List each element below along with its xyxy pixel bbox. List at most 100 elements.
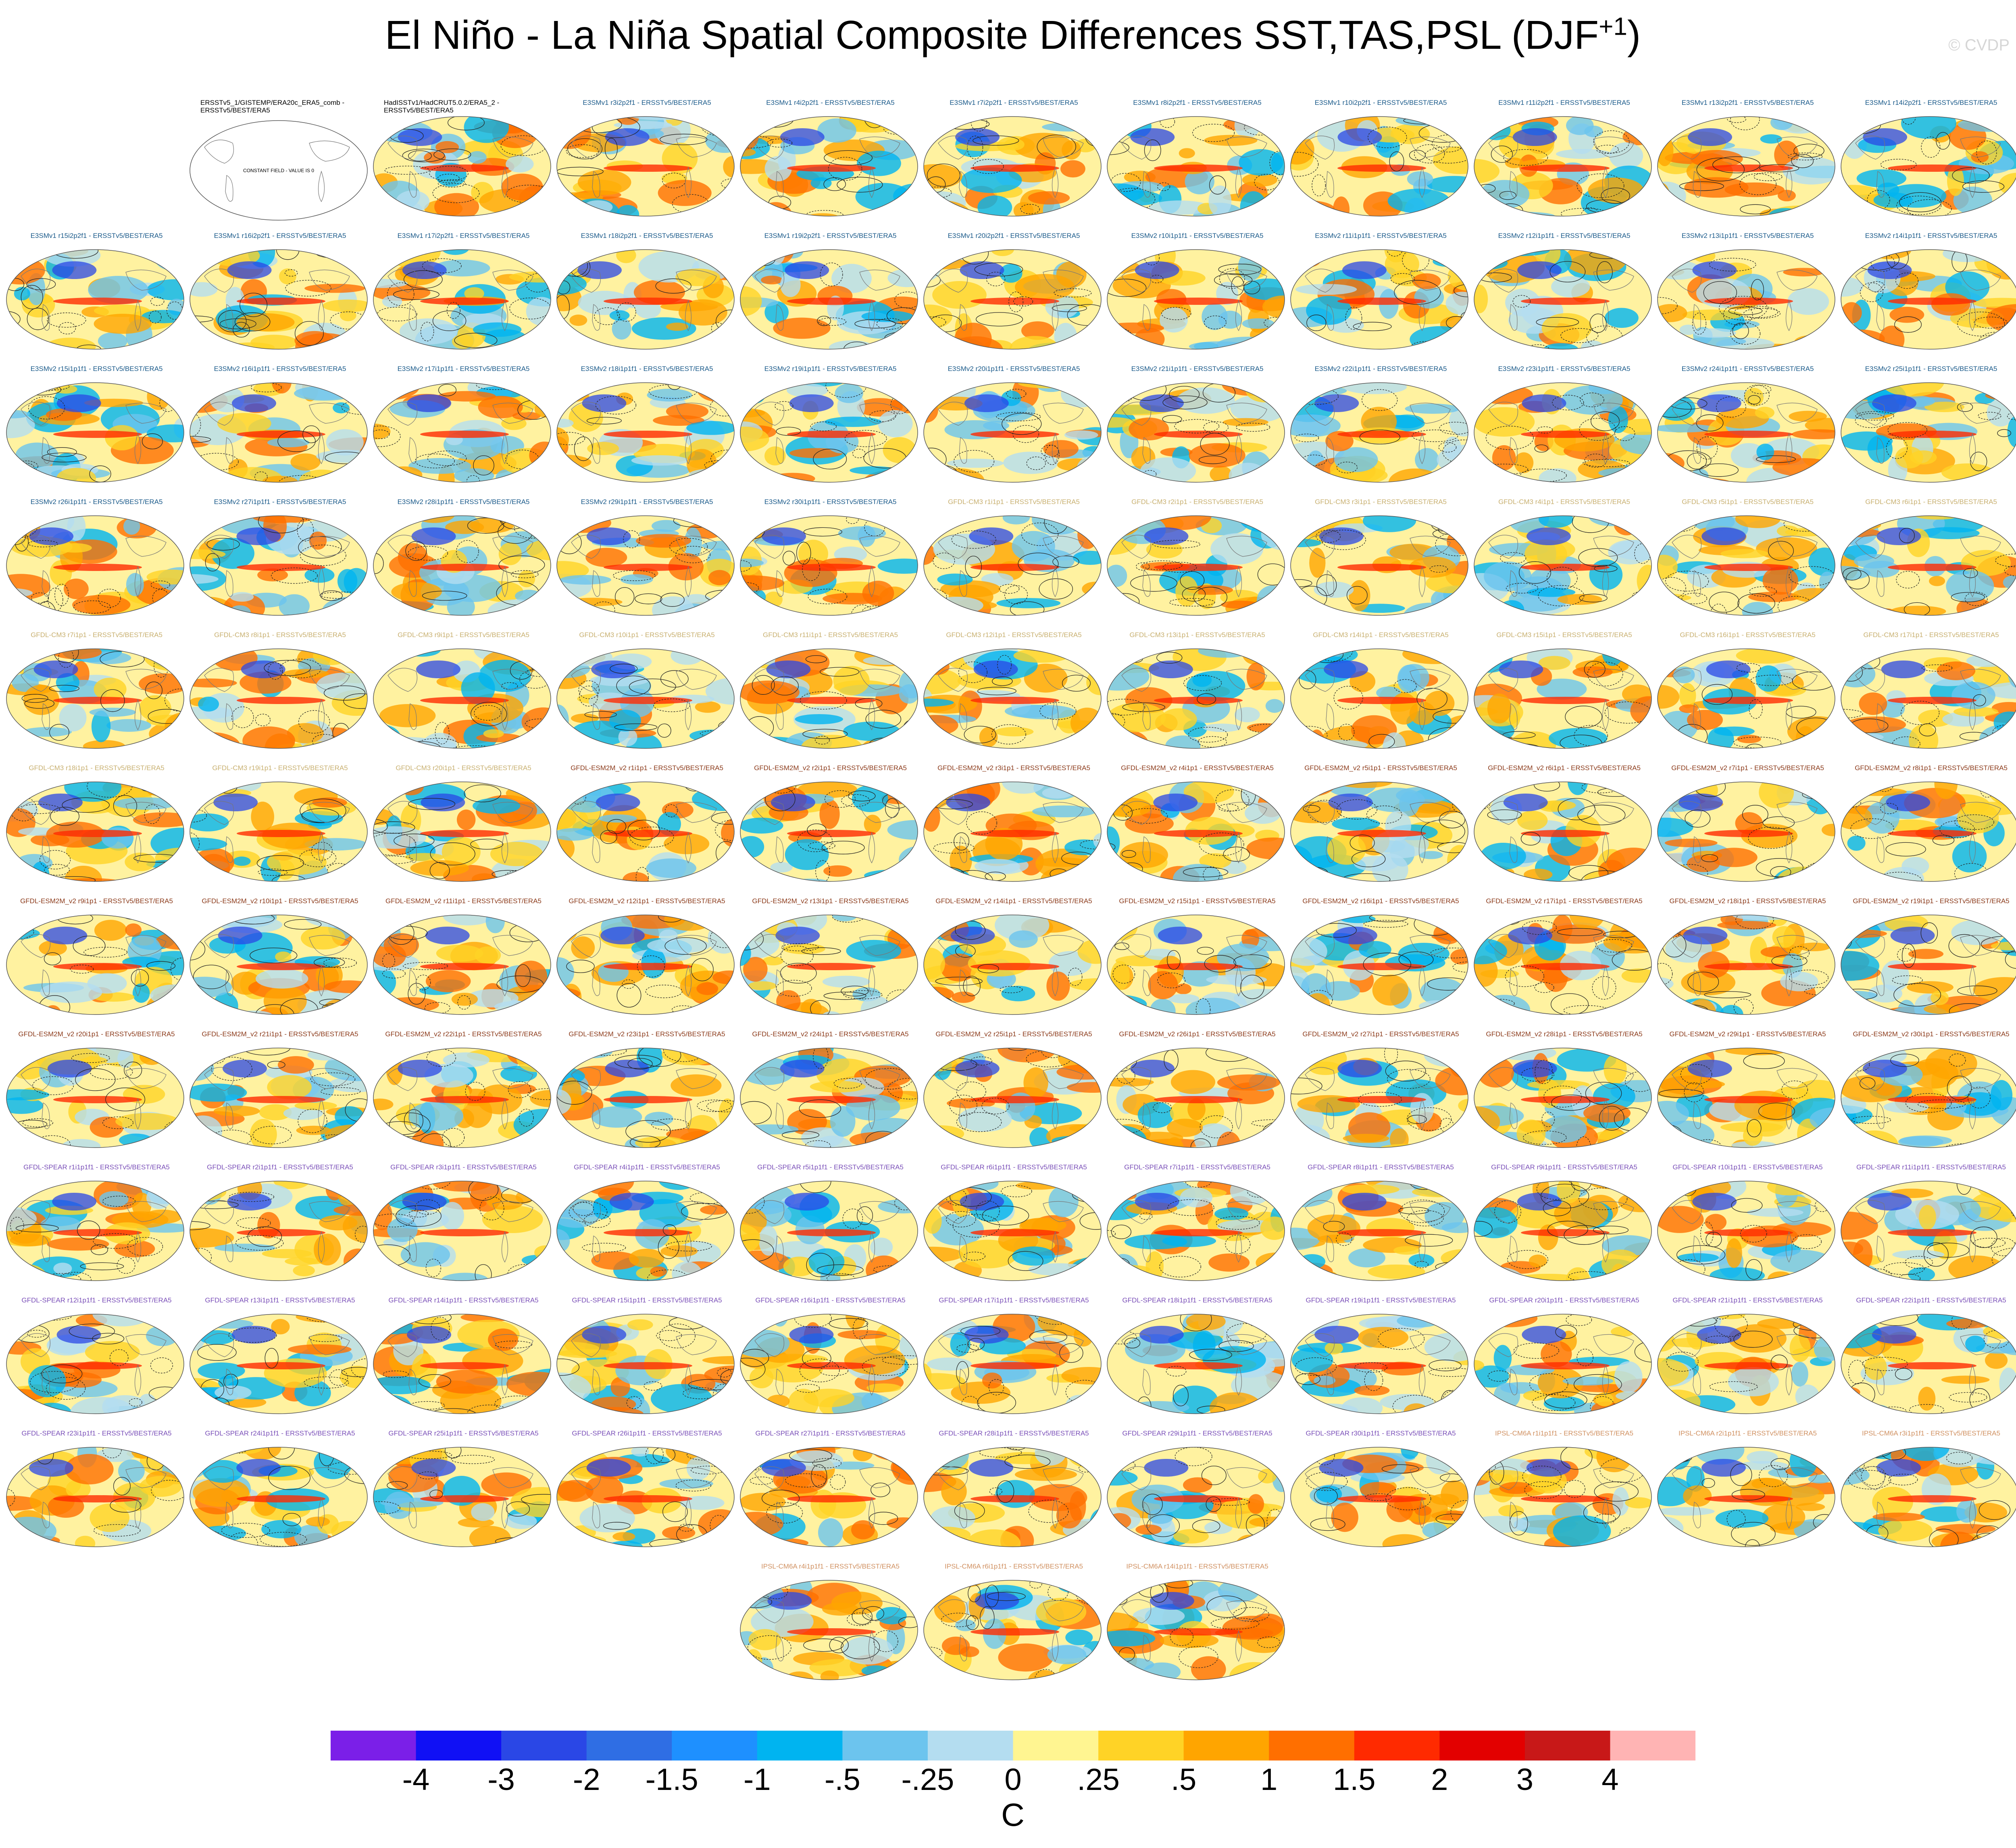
panel-title: E3SMv1 r7i2p2f1 - ERSSTv5/BEST/ERA5 — [950, 99, 1078, 106]
panel-title: IPSL-CM6A r3i1p1f1 - ERSSTv5/BEST/ERA5 — [1862, 1429, 2000, 1437]
panel-title: E3SMv2 r10i1p1f1 - ERSSTv5/BEST/ERA5 — [1131, 232, 1264, 240]
world-map — [740, 781, 918, 882]
panel-title: E3SMv2 r29i1p1f1 - ERSSTv5/BEST/ERA5 — [581, 498, 713, 506]
world-map — [1841, 249, 2016, 350]
panel-title: E3SMv2 r23i1p1f1 - ERSSTv5/BEST/ERA5 — [1498, 365, 1631, 373]
world-map — [6, 1314, 184, 1414]
colorbar-box — [1610, 1731, 1695, 1760]
world-map — [923, 781, 1102, 882]
map-panel: GFDL-CM3 r2i1p1 - ERSSTv5/BEST/ERA5 — [1106, 498, 1289, 631]
panel-title: GFDL-SPEAR r21i1p1f1 - ERSSTv5/BEST/ERA5 — [1672, 1296, 1823, 1304]
map-panel: GFDL-ESM2M_v2 r24i1p1 - ERSSTv5/BEST/ERA… — [739, 1030, 922, 1163]
world-map — [556, 1447, 735, 1547]
world-map — [190, 1314, 368, 1414]
panel-title: GFDL-SPEAR r3i1p1f1 - ERSSTv5/BEST/ERA5 — [390, 1163, 537, 1171]
cvdp-watermark: © CVDP — [1948, 36, 2010, 54]
panel-title: E3SMv1 r16i2p2f1 - ERSSTv5/BEST/ERA5 — [214, 232, 346, 240]
panel-title: GFDL-SPEAR r19i1p1f1 - ERSSTv5/BEST/ERA5 — [1306, 1296, 1456, 1304]
world-map — [190, 648, 368, 749]
panel-title: E3SMv2 r28i1p1f1 - ERSSTv5/BEST/ERA5 — [397, 498, 530, 506]
panel-title: GFDL-SPEAR r24i1p1f1 - ERSSTv5/BEST/ERA5 — [205, 1429, 355, 1437]
panel-title: GFDL-SPEAR r26i1p1f1 - ERSSTv5/BEST/ERA5 — [572, 1429, 722, 1437]
world-map — [6, 515, 184, 616]
world-map — [556, 1048, 735, 1148]
panel-title: GFDL-SPEAR r14i1p1f1 - ERSSTv5/BEST/ERA5 — [388, 1296, 539, 1304]
panel-title: GFDL-ESM2M_v2 r12i1p1 - ERSSTv5/BEST/ERA… — [569, 897, 725, 905]
map-panel: IPSL-CM6A r4i1p1f1 - ERSSTv5/BEST/ERA5 — [739, 1563, 922, 1696]
world-map — [923, 1314, 1102, 1414]
world-map — [6, 1181, 184, 1281]
colorbar-box — [501, 1731, 587, 1760]
world-map — [1841, 515, 2016, 616]
world-map — [373, 515, 551, 616]
map-panel: GFDL-SPEAR r19i1p1f1 - ERSSTv5/BEST/ERA5 — [1289, 1296, 1472, 1429]
colorbar-tick-label: -.5 — [825, 1763, 860, 1797]
world-map — [556, 249, 735, 350]
map-panel: GFDL-SPEAR r21i1p1f1 - ERSSTv5/BEST/ERA5 — [1656, 1296, 1839, 1429]
panel-title: E3SMv1 r20i2p2f1 - ERSSTv5/BEST/ERA5 — [948, 232, 1080, 240]
world-map — [1657, 648, 1835, 749]
world-map — [1474, 1048, 1652, 1148]
panel-title: GFDL-SPEAR r13i1p1f1 - ERSSTv5/BEST/ERA5 — [205, 1296, 355, 1304]
colorbar-box — [331, 1731, 417, 1760]
world-map — [740, 116, 918, 217]
panel-title: E3SMv1 r11i2p2f1 - ERSSTv5/BEST/ERA5 — [1498, 99, 1630, 106]
map-panel: E3SMv2 r15i1p1f1 - ERSSTv5/BEST/ERA5 — [5, 365, 188, 498]
map-panel: E3SMv2 r25i1p1f1 - ERSSTv5/BEST/ERA5 — [1839, 365, 2016, 498]
map-panel: GFDL-SPEAR r29i1p1f1 - ERSSTv5/BEST/ERA5 — [1106, 1429, 1289, 1563]
map-panel: E3SMv2 r26i1p1f1 - ERSSTv5/BEST/ERA5 — [5, 498, 188, 631]
panel-title: GFDL-ESM2M_v2 r2i1p1 - ERSSTv5/BEST/ERA5 — [754, 764, 907, 772]
map-panel: GFDL-ESM2M_v2 r21i1p1 - ERSSTv5/BEST/ERA… — [188, 1030, 372, 1163]
world-map — [1474, 1181, 1652, 1281]
world-map — [1290, 648, 1468, 749]
map-panel: GFDL-ESM2M_v2 r27i1p1 - ERSSTv5/BEST/ERA… — [1289, 1030, 1472, 1163]
world-map — [923, 1048, 1102, 1148]
panel-title: E3SMv1 r3i2p2f1 - ERSSTv5/BEST/ERA5 — [583, 99, 711, 106]
panel-title: GFDL-ESM2M_v2 r22i1p1 - ERSSTv5/BEST/ERA… — [385, 1030, 542, 1038]
world-map — [373, 382, 551, 483]
map-panel: GFDL-ESM2M_v2 r4i1p1 - ERSSTv5/BEST/ERA5 — [1106, 764, 1289, 897]
panel-title: GFDL-SPEAR r1i1p1f1 - ERSSTv5/BEST/ERA5 — [23, 1163, 170, 1171]
map-panel: GFDL-ESM2M_v2 r22i1p1 - ERSSTv5/BEST/ERA… — [372, 1030, 555, 1163]
world-map — [1657, 1314, 1835, 1414]
map-panel: GFDL-CM3 r7i1p1 - ERSSTv5/BEST/ERA5 — [5, 631, 188, 764]
panel-title: E3SMv1 r4i2p2f1 - ERSSTv5/BEST/ERA5 — [766, 99, 895, 106]
world-map — [740, 1048, 918, 1148]
panel-title: GFDL-CM3 r11i1p1 - ERSSTv5/BEST/ERA5 — [762, 631, 898, 639]
world-map — [740, 648, 918, 749]
world-map — [1107, 515, 1285, 616]
colorbar-box — [1098, 1731, 1184, 1760]
map-panel: GFDL-SPEAR r4i1p1f1 - ERSSTv5/BEST/ERA5 — [555, 1163, 739, 1296]
world-map — [373, 648, 551, 749]
world-map — [1657, 1181, 1835, 1281]
panel-title: GFDL-ESM2M_v2 r15i1p1 - ERSSTv5/BEST/ERA… — [1119, 897, 1276, 905]
world-map — [1107, 382, 1285, 483]
panel-title: GFDL-SPEAR r7i1p1f1 - ERSSTv5/BEST/ERA5 — [1124, 1163, 1270, 1171]
panel-title: GFDL-ESM2M_v2 r9i1p1 - ERSSTv5/BEST/ERA5 — [20, 897, 173, 905]
map-panel: GFDL-SPEAR r10i1p1f1 - ERSSTv5/BEST/ERA5 — [1656, 1163, 1839, 1296]
world-map — [923, 1580, 1102, 1680]
world-map — [1841, 648, 2016, 749]
map-panel: GFDL-ESM2M_v2 r2i1p1 - ERSSTv5/BEST/ERA5 — [739, 764, 922, 897]
world-map — [1107, 1447, 1285, 1547]
panel-title: GFDL-CM3 r3i1p1 - ERSSTv5/BEST/ERA5 — [1315, 498, 1447, 506]
world-map — [1107, 1314, 1285, 1414]
map-panel: GFDL-SPEAR r25i1p1f1 - ERSSTv5/BEST/ERA5 — [372, 1429, 555, 1563]
world-map — [373, 1048, 551, 1148]
panel-title: GFDL-SPEAR r12i1p1f1 - ERSSTv5/BEST/ERA5 — [21, 1296, 172, 1304]
map-panel: GFDL-CM3 r4i1p1 - ERSSTv5/BEST/ERA5 — [1472, 498, 1656, 631]
panel-title: GFDL-CM3 r5i1p1 - ERSSTv5/BEST/ERA5 — [1682, 498, 1814, 506]
world-map — [373, 116, 551, 217]
map-panel: GFDL-ESM2M_v2 r15i1p1 - ERSSTv5/BEST/ERA… — [1106, 897, 1289, 1030]
map-panel: E3SMv2 r14i1p1f1 - ERSSTv5/BEST/ERA5 — [1839, 232, 2016, 365]
colorbar — [331, 1731, 1695, 1760]
map-panel: E3SMv2 r17i1p1f1 - ERSSTv5/BEST/ERA5 — [372, 365, 555, 498]
world-map — [740, 249, 918, 350]
colorbar-box — [757, 1731, 843, 1760]
colorbar-tick-label: -1 — [744, 1763, 771, 1797]
colorbar-tick-label: 4 — [1602, 1763, 1619, 1797]
panel-title: IPSL-CM6A r14i1p1f1 - ERSSTv5/BEST/ERA5 — [1126, 1563, 1268, 1570]
world-map — [6, 382, 184, 483]
world-map — [740, 1181, 918, 1281]
map-panel: GFDL-ESM2M_v2 r3i1p1 - ERSSTv5/BEST/ERA5 — [922, 764, 1106, 897]
